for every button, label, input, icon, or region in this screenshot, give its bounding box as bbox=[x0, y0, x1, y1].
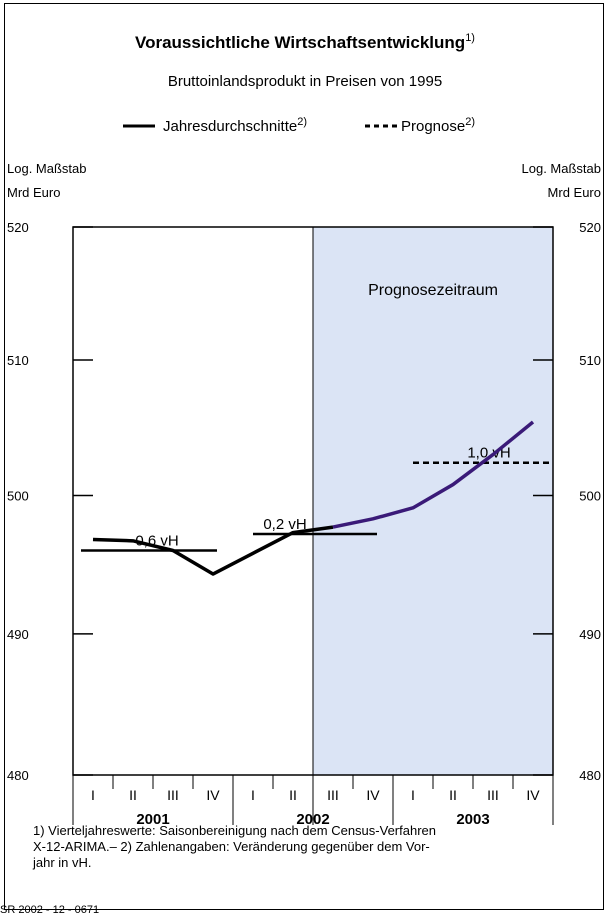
quarter-label: III bbox=[327, 787, 339, 803]
quarterly-actual-line bbox=[92, 525, 334, 576]
chart-subtitle: Bruttoinlandsprodukt in Preisen von 1995 bbox=[168, 73, 442, 90]
y-tick-label-left: 480 bbox=[7, 768, 29, 783]
quarterly-forecast-line bbox=[332, 420, 535, 529]
quarter-label: I bbox=[251, 787, 255, 803]
y-tick-label-left: 500 bbox=[7, 489, 29, 504]
series-lines bbox=[92, 420, 535, 576]
left-axis-caption-1: Log. Maßstab bbox=[7, 161, 87, 176]
source-code: SR 2002 - 12 - 0671 bbox=[0, 904, 100, 916]
y-tick-label-left: 520 bbox=[7, 220, 29, 235]
year-label: 2001 bbox=[136, 811, 169, 828]
legend-forecast: Prognose2) bbox=[401, 116, 475, 135]
quarter-label: III bbox=[167, 787, 179, 803]
legend-actual-label: Jahresdurchschnitte bbox=[163, 118, 297, 135]
y-tick-label-left: 490 bbox=[7, 627, 29, 642]
y-axis-right: 480 490 500 510 520 bbox=[533, 220, 601, 783]
quarter-label: I bbox=[91, 787, 95, 803]
chart-title-note: 1) bbox=[465, 32, 475, 44]
legend-forecast-note: 2) bbox=[465, 116, 475, 128]
year-label: 2002 bbox=[296, 811, 329, 828]
quarter-label: IV bbox=[526, 787, 540, 803]
forecast-region-label: Prognosezeitraum bbox=[368, 282, 498, 299]
legend-actual-note: 2) bbox=[297, 116, 307, 128]
chart-frame: Voraussichtliche Wirtschaftsentwicklung1… bbox=[4, 3, 604, 910]
chart-title-text: Voraussichtliche Wirtschaftsentwicklung bbox=[135, 33, 465, 52]
y-tick-label-right: 520 bbox=[579, 220, 601, 235]
y-tick-label-left: 510 bbox=[7, 353, 29, 368]
quarter-label: III bbox=[487, 787, 499, 803]
quarter-label: II bbox=[289, 787, 297, 803]
legend-actual: Jahresdurchschnitte2) bbox=[163, 116, 307, 135]
left-axis-caption-2: Mrd Euro bbox=[7, 185, 60, 200]
y-tick-label-right: 510 bbox=[579, 353, 601, 368]
footnote: 1) Vierteljahreswerte: Saisonbereinigung… bbox=[33, 823, 436, 870]
y-tick-label-right: 480 bbox=[579, 768, 601, 783]
chart-title: Voraussichtliche Wirtschaftsentwicklung1… bbox=[135, 32, 475, 52]
chart-svg: Voraussichtliche Wirtschaftsentwicklung1… bbox=[7, 32, 602, 828]
y-tick-label-right: 500 bbox=[579, 489, 601, 504]
year-label: 2003 bbox=[456, 811, 489, 828]
quarter-label: II bbox=[129, 787, 137, 803]
quarter-label: II bbox=[449, 787, 457, 803]
annual-averages: 0,6 vH0,2 vH1,0 vH bbox=[81, 445, 549, 552]
quarter-label: IV bbox=[366, 787, 380, 803]
right-axis-caption-1: Log. Maßstab bbox=[522, 161, 602, 176]
y-axis-left: 480 490 500 510 520 bbox=[7, 220, 93, 783]
annual-change-label: 0,2 vH bbox=[263, 516, 306, 533]
quarter-label: I bbox=[411, 787, 415, 803]
quarter-label: IV bbox=[206, 787, 220, 803]
right-axis-caption-2: Mrd Euro bbox=[548, 185, 601, 200]
legend-forecast-label: Prognose bbox=[401, 118, 465, 135]
forecast-region bbox=[313, 227, 553, 775]
y-tick-label-right: 490 bbox=[579, 627, 601, 642]
